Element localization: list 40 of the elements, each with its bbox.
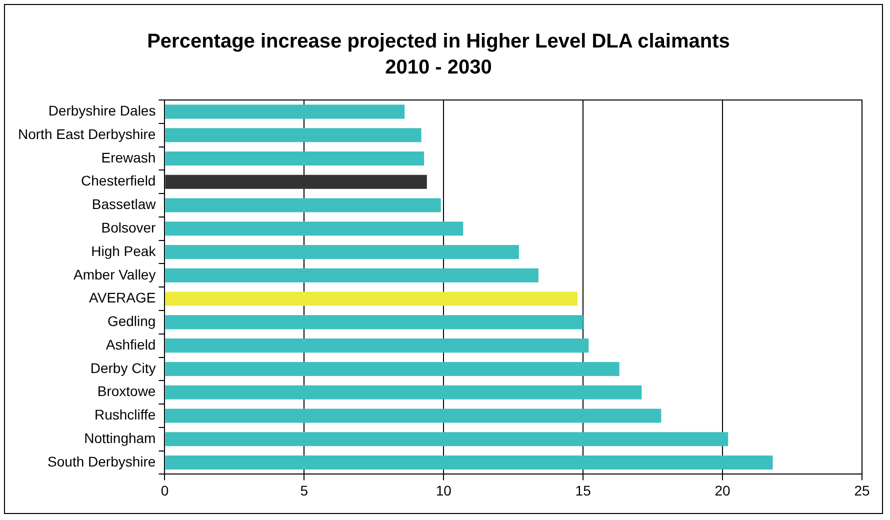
bar (165, 338, 589, 353)
bar (165, 198, 441, 212)
bar (165, 245, 519, 260)
bar (165, 128, 422, 142)
y-tick-label: Gedling (107, 313, 156, 330)
x-tick-label: 10 (436, 482, 452, 498)
y-tick-label: Chesterfield (81, 172, 156, 189)
y-tick-label: Bolsover (101, 219, 156, 236)
bar (165, 222, 464, 236)
bar (165, 104, 405, 119)
y-tick-label: AVERAGE (89, 290, 156, 306)
x-tick-label: 20 (714, 482, 731, 498)
bar (165, 151, 424, 166)
bar (165, 174, 427, 189)
y-tick-label: High Peak (91, 242, 157, 259)
bar (165, 432, 728, 446)
chart-subtitle: 2010 - 2030 (385, 56, 492, 79)
y-tick-label: Derbyshire Dales (48, 102, 156, 119)
bar (165, 408, 662, 423)
bar (165, 385, 642, 400)
bar (165, 455, 773, 470)
y-tick-label: Rushcliffe (94, 406, 156, 423)
y-tick-label: Erewash (101, 149, 156, 166)
y-tick-label: Nottingham (84, 430, 156, 446)
y-tick-label: Broxtowe (97, 383, 156, 400)
bar (165, 268, 538, 282)
y-tick-label: Derby City (90, 360, 156, 376)
y-tick-label: Ashfield (106, 336, 156, 352)
bar (165, 292, 578, 306)
x-tick-label: 25 (854, 482, 870, 498)
y-tick-label: Bassetlaw (92, 196, 157, 212)
y-tick-label: North East Derbyshire (18, 126, 156, 142)
x-tick-label: 15 (575, 482, 592, 498)
x-tick-label: 0 (160, 482, 169, 498)
x-tick-label: 5 (300, 482, 308, 498)
bar (165, 362, 620, 376)
y-tick-label: Amber Valley (74, 266, 156, 282)
chart-title: Percentage increase projected in Higher Level DLA claimants (147, 30, 730, 53)
y-tick-label: South Derbyshire (48, 453, 156, 470)
bar (165, 315, 584, 330)
